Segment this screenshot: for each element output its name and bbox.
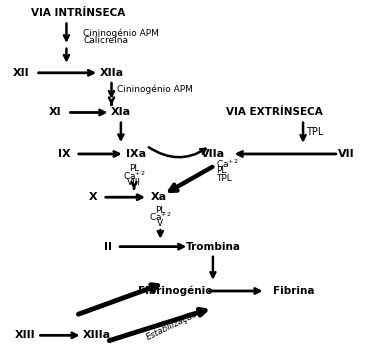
Text: VIIa: VIIa — [201, 149, 225, 159]
Text: Cininogénio APM: Cininogénio APM — [83, 28, 159, 38]
Text: XIa: XIa — [111, 108, 131, 118]
Text: XII: XII — [13, 68, 30, 78]
Text: Ca$^{+2}$: Ca$^{+2}$ — [216, 157, 239, 170]
Text: XI: XI — [49, 108, 61, 118]
Text: X: X — [89, 192, 97, 202]
Text: TPL: TPL — [216, 174, 232, 182]
Text: IX: IX — [58, 149, 71, 159]
Text: Calicreína: Calicreína — [83, 36, 128, 45]
Text: PL: PL — [155, 206, 166, 215]
Text: TPL: TPL — [307, 127, 324, 137]
Text: XIIIa: XIIIa — [83, 331, 110, 340]
Text: II: II — [104, 241, 112, 252]
Text: Ca$^{+2}$: Ca$^{+2}$ — [149, 211, 172, 223]
Text: VIA INTRÍNSECA: VIA INTRÍNSECA — [31, 8, 125, 18]
Text: Trombina: Trombina — [185, 241, 241, 252]
Text: VII: VII — [338, 149, 355, 159]
Text: IXa: IXa — [126, 149, 146, 159]
Text: Xa: Xa — [150, 192, 167, 202]
Text: PL: PL — [129, 164, 139, 173]
Text: Fibrina: Fibrina — [273, 286, 314, 296]
Text: Cininogénio APM: Cininogénio APM — [117, 84, 193, 94]
Text: Estabilização: Estabilização — [144, 310, 199, 342]
Text: XIIa: XIIa — [100, 68, 124, 78]
Text: Ca$^{+2}$: Ca$^{+2}$ — [123, 169, 145, 182]
Text: XIII: XIII — [15, 331, 35, 340]
Text: Fibrinogénio: Fibrinogénio — [138, 286, 213, 296]
Text: PL: PL — [216, 167, 226, 176]
Text: VIII: VIII — [127, 178, 141, 187]
Text: V: V — [157, 219, 163, 228]
Text: VIA EXTRÍNSECA: VIA EXTRÍNSECA — [226, 108, 323, 118]
